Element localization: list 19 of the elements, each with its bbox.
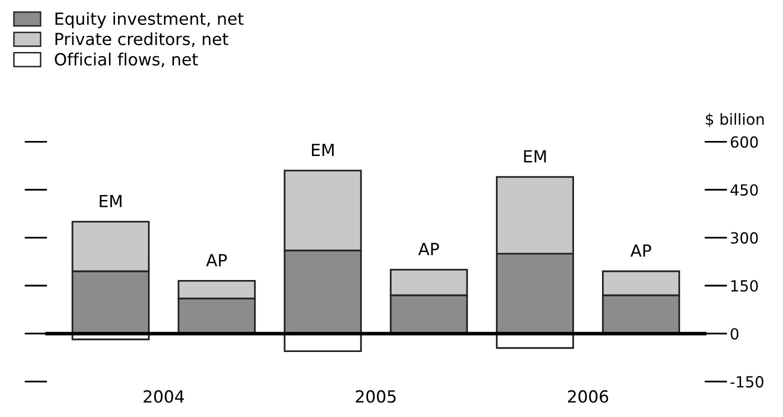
y-tick-label: 600 — [730, 136, 758, 148]
y-tick-label: 450 — [730, 184, 758, 196]
data-label: EM — [524, 150, 546, 162]
y-axis-title: $ billion — [706, 113, 764, 127]
data-label: AP — [206, 254, 227, 266]
data-label: AP — [630, 244, 652, 257]
y-tick-label: 150 — [731, 280, 758, 292]
legend-label: Official flows, net — [54, 52, 198, 68]
y-tick-label: 300 — [730, 232, 758, 244]
y-tick-label: -150 — [730, 376, 764, 388]
text: 2005 — [356, 390, 396, 403]
legend-label: Private creditors, net — [56, 32, 228, 47]
text: 2006 — [568, 390, 608, 403]
legend-label: Equity investment, net — [56, 12, 244, 28]
data-label: AP — [418, 242, 440, 256]
data-label: EM — [100, 194, 122, 208]
y-tick-label: 0 — [730, 328, 738, 340]
text: 2004 — [144, 390, 184, 403]
data-label: EM — [312, 144, 334, 156]
